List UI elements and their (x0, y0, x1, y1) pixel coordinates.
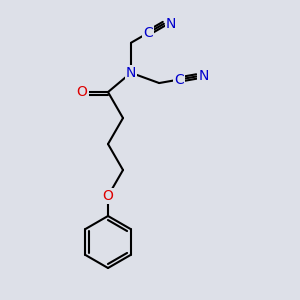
Text: C: C (143, 26, 153, 40)
Text: N: N (166, 17, 176, 31)
Text: C: C (174, 73, 184, 87)
Text: N: N (126, 66, 136, 80)
Text: N: N (198, 70, 209, 83)
Text: O: O (103, 189, 113, 203)
Text: O: O (76, 85, 87, 99)
